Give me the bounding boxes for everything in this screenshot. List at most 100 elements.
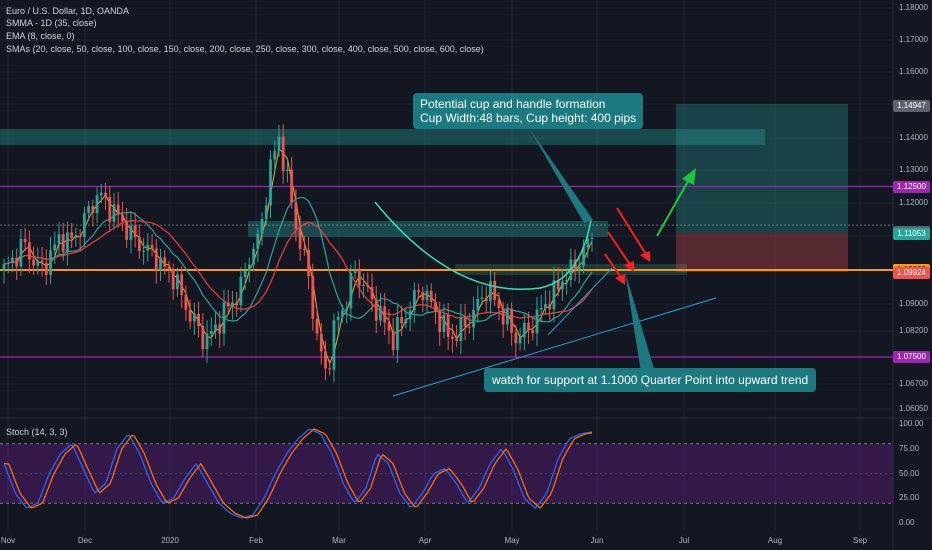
- red-arrow-shaft[interactable]: [607, 231, 632, 267]
- candle-body: [201, 326, 205, 350]
- price-tick-label: 1.08200: [899, 326, 928, 335]
- candle-body: [319, 333, 323, 352]
- price-tick-label: 1.06700: [899, 379, 928, 388]
- candle-body: [560, 281, 564, 290]
- candle-body: [142, 250, 145, 252]
- price-tag[interactable]: 1.11053: [893, 228, 930, 241]
- candle-body: [154, 248, 158, 271]
- price-tick-label: 1.14000: [899, 133, 928, 142]
- candle-body: [451, 336, 454, 339]
- ema-legend[interactable]: EMA (8, close, 0): [6, 31, 75, 41]
- candle-body: [510, 308, 514, 333]
- candle-body: [239, 276, 243, 306]
- candle-body: [480, 297, 484, 299]
- candle-body: [527, 322, 530, 330]
- support-callout[interactable]: watch for support at 1.1000 Quarter Poin…: [484, 368, 817, 392]
- candle-body: [463, 317, 467, 327]
- candle-body: [476, 298, 480, 310]
- sma-legend[interactable]: SMAs (20, close, 50, close, 100, close, …: [6, 44, 484, 54]
- stoch-k-line: [3, 428, 593, 519]
- candle-body: [19, 238, 23, 267]
- symbol-title[interactable]: Euro / U.S. Dollar, 1D, OANDA: [6, 6, 130, 16]
- support-trendline[interactable]: [392, 297, 717, 397]
- candle-body: [400, 317, 404, 324]
- horizontal-levels: [0, 185, 893, 358]
- drawing-tools[interactable]: [374, 128, 717, 397]
- candle-body: [57, 234, 61, 245]
- time-tick-label: Nov: [0, 536, 16, 545]
- candle-body: [582, 247, 585, 267]
- candle-body: [425, 290, 429, 301]
- candle-body: [235, 302, 239, 306]
- time-tick-label: Mar: [332, 536, 346, 545]
- candle-body: [226, 302, 230, 307]
- candle-body: [70, 232, 74, 239]
- stoch-legend[interactable]: Stoch (14, 3, 3): [6, 427, 68, 437]
- candle-body: [421, 292, 425, 301]
- candle-body: [590, 237, 594, 239]
- stop-zone: [676, 233, 848, 272]
- red-arrow-head[interactable]: [640, 251, 650, 262]
- price-tag[interactable]: 1.12500: [893, 180, 930, 193]
- candle-body: [184, 294, 188, 310]
- candle-body: [408, 310, 412, 320]
- candle-body: [374, 299, 378, 321]
- candle-body: [328, 368, 332, 370]
- cup-callout-pointer[interactable]: [529, 128, 593, 223]
- candle-body: [167, 266, 171, 270]
- cup-handle-callout[interactable]: Potential cup and handle formation Cup W…: [413, 93, 644, 129]
- candle-body: [383, 306, 387, 323]
- cup-rim-zone: [248, 221, 608, 237]
- candle-body: [539, 308, 543, 310]
- candle-body: [438, 311, 442, 333]
- candle-body: [256, 233, 260, 249]
- candle-body: [531, 329, 535, 334]
- candle-body: [121, 214, 124, 222]
- candle-body: [345, 308, 349, 311]
- candle-body: [353, 270, 357, 274]
- red-arrow-shaft[interactable]: [616, 207, 648, 257]
- smma-legend[interactable]: SMMA - 1D (35, close): [6, 18, 97, 28]
- red-arrow-shaft[interactable]: [604, 253, 623, 280]
- candle-body: [163, 257, 167, 267]
- cup-curve[interactable]: [374, 201, 592, 290]
- candle-body: [188, 309, 192, 322]
- price-tick-label: 1.06050: [899, 404, 928, 413]
- candle-body: [171, 269, 175, 290]
- time-tick-label: Aug: [767, 536, 783, 545]
- candle-body: [459, 317, 463, 341]
- candle-body: [36, 260, 40, 266]
- candle-body: [66, 232, 69, 252]
- candle-body: [281, 136, 285, 171]
- candle-body: [434, 301, 437, 312]
- candle-body: [78, 236, 82, 238]
- candle-body: [273, 150, 277, 160]
- green-arrow-shaft[interactable]: [656, 175, 692, 237]
- candle-body: [252, 248, 255, 265]
- candle-body: [446, 314, 450, 337]
- time-tick-label: 2020: [161, 536, 179, 545]
- target-zone: [676, 104, 848, 233]
- candle-body: [74, 236, 78, 239]
- price-tag[interactable]: 1.07500: [893, 351, 930, 363]
- stoch-tick-label: 25.00: [899, 493, 920, 503]
- candle-body: [442, 314, 446, 333]
- red-arrow-head[interactable]: [615, 274, 625, 285]
- red-arrow-head[interactable]: [624, 261, 634, 272]
- candle-body: [518, 337, 522, 344]
- support-callout-pointer[interactable]: [625, 272, 655, 372]
- candle-body: [341, 310, 344, 317]
- time-tick-label: Sep: [852, 536, 868, 545]
- candle-body: [455, 338, 459, 341]
- candle-body: [243, 270, 247, 277]
- candle-body: [91, 206, 95, 214]
- price-tag[interactable]: 1.09924: [893, 266, 930, 279]
- candle-body: [2, 263, 6, 270]
- handle-trendline[interactable]: [547, 267, 613, 336]
- price-tick-label: 1.12000: [899, 198, 928, 207]
- price-tag[interactable]: 1.14947: [893, 99, 930, 112]
- green-arrow-head[interactable]: [682, 168, 696, 185]
- candle-body: [104, 192, 107, 197]
